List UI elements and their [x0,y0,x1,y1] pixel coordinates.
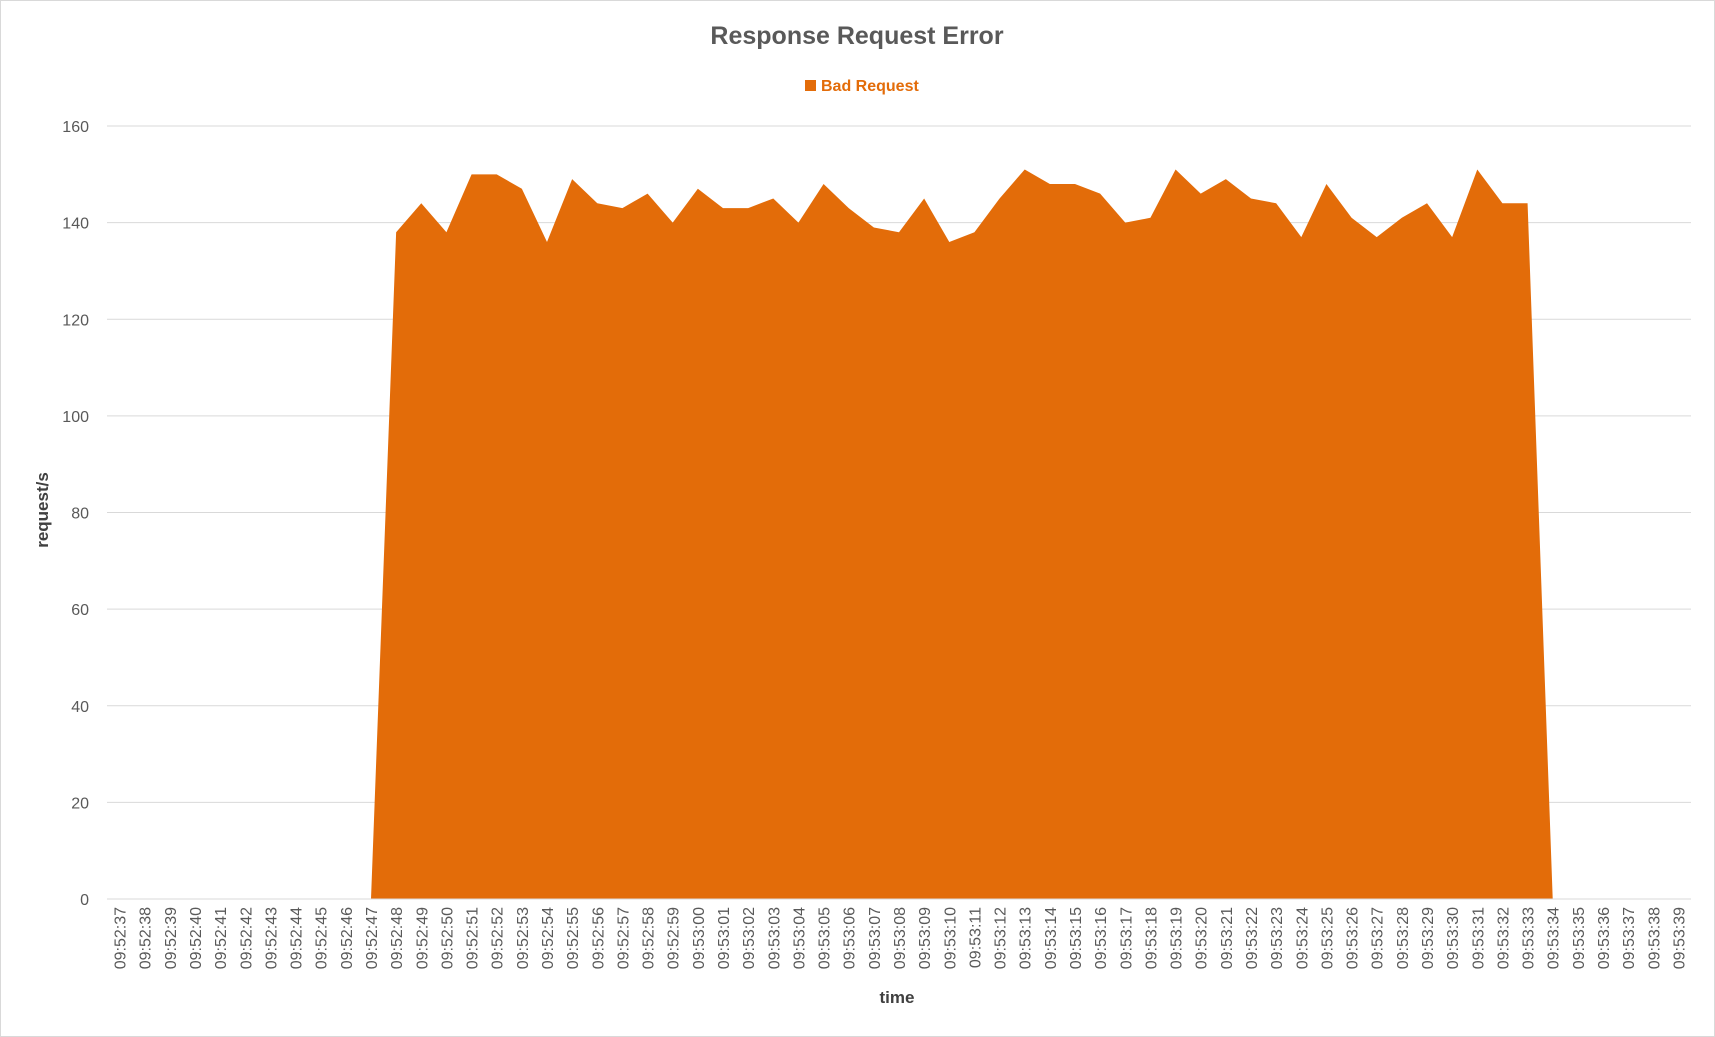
area-series-bad-request [120,169,1679,899]
area-layer [107,169,1691,899]
x-tick-label: 09:53:17 [1118,907,1135,969]
x-tick-label: 09:53:18 [1143,907,1160,969]
y-tick-label: 20 [71,795,89,812]
x-tick-label: 09:52:43 [263,907,280,969]
x-tick-label: 09:53:05 [817,907,834,969]
x-tick-label: 09:53:20 [1194,907,1211,969]
x-axis-title: time [880,988,915,1007]
x-tick-label: 09:53:07 [867,907,884,969]
x-tick-label: 09:52:57 [615,907,632,969]
x-tick-label: 09:53:10 [942,907,959,969]
y-tick-label: 60 [71,602,89,619]
y-tick-label: 160 [62,119,89,136]
x-tick-label: 09:52:47 [364,907,381,969]
x-tick-label: 09:52:40 [188,907,205,969]
x-tick-label: 09:53:22 [1244,907,1261,969]
x-tick-label: 09:52:59 [666,907,683,969]
x-axis-ticks: 09:52:37 09:52:38 09:52:39 09:52:40 09:52:41… [113,907,1689,969]
x-tick-label: 09:53:37 [1621,907,1638,969]
x-tick-label: 09:53:24 [1294,907,1311,969]
x-tick-label: 09:53:11 [967,907,984,968]
x-tick-label: 09:53:36 [1596,907,1613,969]
x-tick-label: 09:53:04 [791,907,808,969]
x-tick-label: 09:53:29 [1420,907,1437,969]
x-tick-label: 09:53:38 [1646,907,1663,969]
x-tick-label: 09:53:06 [842,907,859,969]
x-tick-label: 09:53:12 [993,907,1010,969]
x-tick-label: 09:52:48 [389,907,406,969]
x-tick-label: 09:52:44 [289,907,306,969]
x-tick-label: 09:53:26 [1345,907,1362,969]
x-tick-label: 09:52:37 [113,907,130,969]
legend: Bad Request [805,78,919,95]
x-tick-label: 09:53:00 [691,907,708,969]
x-tick-label: 09:52:58 [641,907,658,969]
x-tick-label: 09:53:33 [1521,907,1538,969]
x-tick-label: 09:52:41 [213,907,230,969]
x-tick-label: 09:52:42 [238,907,255,969]
x-tick-label: 09:52:53 [515,907,532,969]
x-tick-label: 09:53:28 [1395,907,1412,969]
x-tick-label: 09:53:13 [1018,907,1035,969]
y-tick-label: 80 [71,506,89,523]
x-tick-label: 09:53:03 [766,907,783,969]
x-tick-label: 09:53:15 [1068,907,1085,969]
y-axis-ticks: 0 20 40 60 80 100 120 140 160 [62,119,89,909]
x-tick-label: 09:53:32 [1495,907,1512,969]
y-axis-title: request/s [33,472,52,548]
x-tick-label: 09:52:54 [540,907,557,969]
legend-label: Bad Request [821,78,919,95]
x-tick-label: 09:53:01 [716,907,733,969]
x-tick-label: 09:52:45 [314,907,331,969]
chart-title: Response Request Error [710,22,1003,50]
y-tick-label: 100 [62,409,89,426]
x-tick-label: 09:53:02 [741,907,758,969]
x-tick-label: 09:53:34 [1546,907,1563,969]
x-tick-label: 09:53:16 [1093,907,1110,969]
y-tick-label: 0 [80,892,89,909]
x-tick-label: 09:53:39 [1671,907,1688,969]
x-tick-label: 09:52:46 [339,907,356,969]
x-tick-label: 09:53:35 [1571,907,1588,969]
x-tick-label: 09:53:27 [1370,907,1387,969]
x-tick-label: 09:52:50 [439,907,456,969]
x-tick-label: 09:53:14 [1043,907,1060,969]
x-tick-label: 09:53:09 [917,907,934,969]
x-tick-label: 09:53:21 [1219,907,1236,969]
x-tick-label: 09:53:19 [1169,907,1186,969]
x-tick-label: 09:53:08 [892,907,909,969]
x-tick-label: 09:52:39 [163,907,180,969]
x-tick-label: 09:53:31 [1470,907,1487,969]
x-tick-label: 09:52:56 [590,907,607,969]
y-tick-label: 140 [62,216,89,233]
x-tick-label: 09:53:30 [1445,907,1462,969]
x-tick-label: 09:52:51 [465,907,482,969]
x-tick-label: 09:52:38 [138,907,155,969]
legend-swatch [805,80,816,91]
x-tick-label: 09:52:52 [490,907,507,969]
x-tick-label: 09:53:25 [1319,907,1336,969]
x-tick-label: 09:52:55 [565,907,582,969]
x-tick-label: 09:53:23 [1269,907,1286,969]
x-tick-label: 09:52:49 [414,907,431,969]
y-tick-label: 40 [71,699,89,716]
y-tick-label: 120 [62,312,89,329]
